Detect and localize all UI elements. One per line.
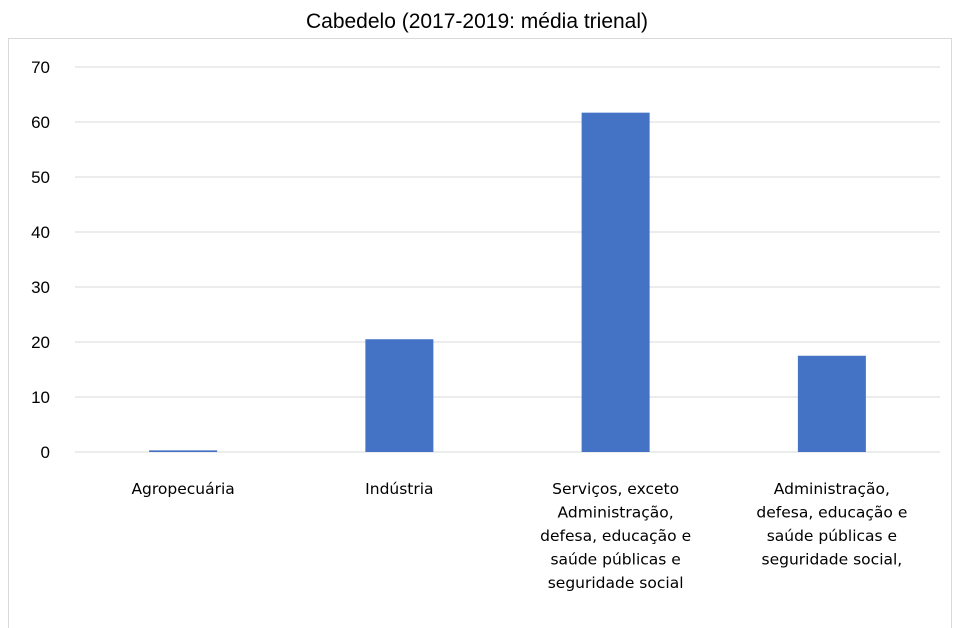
x-axis-category-labels: Agropecuária Indústria Serviços, exceto Adm…: [131, 480, 907, 592]
x-category-label-line: Serviços, exceto: [552, 480, 679, 498]
y-tick-label: 40: [31, 223, 50, 242]
chart-frame: [8, 38, 952, 628]
gridlines: [75, 66, 940, 453]
x-category-label-line: Indústria: [365, 480, 433, 498]
x-category-label-line: saúde públicas e: [550, 551, 680, 569]
x-category-label-line: seguridade social,: [762, 551, 903, 569]
x-category-label-line: defesa, educação e: [756, 504, 907, 522]
x-category-label: Administração, defesa, educação e saúde pú…: [756, 480, 907, 569]
x-category-label-line: defesa, educação e: [540, 527, 691, 545]
bar-2: [365, 339, 434, 452]
x-category-label: Indústria: [365, 480, 433, 498]
y-tick-label: 70: [31, 58, 50, 77]
bar-3: [581, 112, 650, 453]
y-tick-label: 20: [31, 333, 50, 352]
y-axis-tick-labels: 0 10 20 30 40 50 60 70: [31, 58, 50, 462]
y-tick-label: 50: [31, 168, 50, 187]
y-tick-label: 0: [41, 443, 50, 462]
x-category-label-line: Administração,: [558, 504, 674, 522]
y-tick-label: 10: [31, 388, 50, 407]
y-tick-label: 30: [31, 278, 50, 297]
x-category-label-line: saúde públicas e: [767, 527, 897, 545]
bars: [149, 112, 866, 453]
x-category-label-line: Administração,: [774, 480, 890, 498]
bar-1: [149, 450, 218, 452]
x-category-label-line: Agropecuária: [131, 480, 234, 498]
y-tick-label: 60: [31, 113, 50, 132]
chart-title: Cabedelo (2017-2019: média trienal): [305, 10, 649, 33]
x-category-label: Serviços, exceto Administração, defesa, ed…: [540, 480, 691, 592]
bar-4: [797, 355, 866, 452]
x-category-label: Agropecuária: [131, 480, 234, 498]
x-category-label-line: seguridade social: [548, 574, 684, 592]
